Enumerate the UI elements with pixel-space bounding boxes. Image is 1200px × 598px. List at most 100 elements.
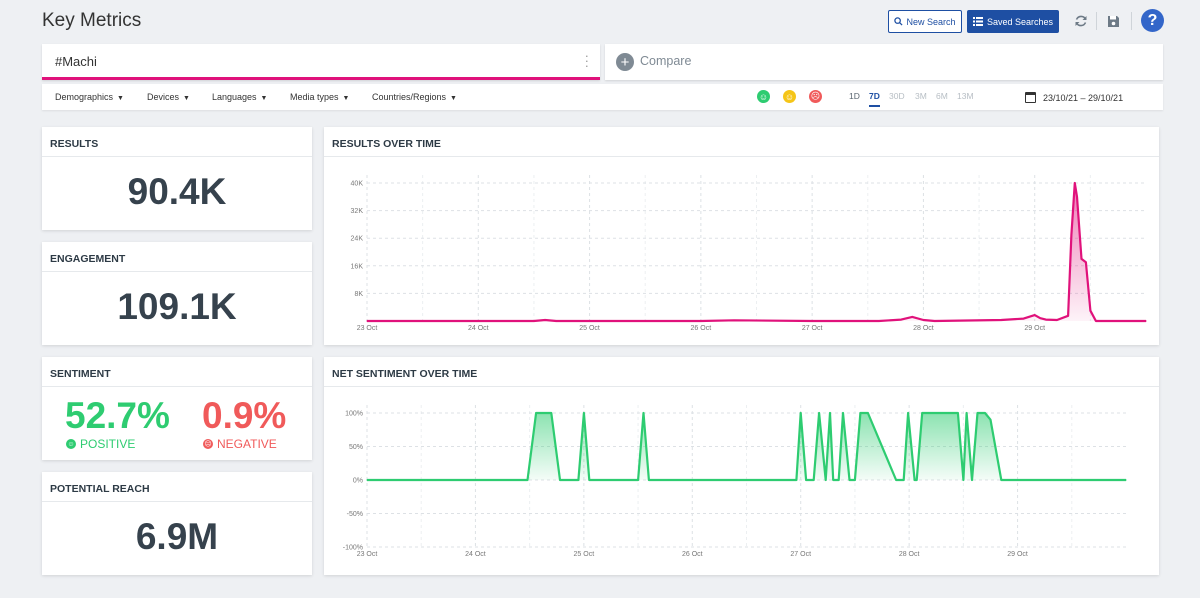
data-point bbox=[957, 412, 959, 414]
positive-sentiment-label: ☺ POSITIVE bbox=[66, 437, 136, 451]
chart-title: RESULTS OVER TIME bbox=[332, 138, 441, 150]
saved-searches-button[interactable]: Saved Searches bbox=[967, 10, 1059, 33]
engagement-value: 109.1K bbox=[117, 286, 237, 327]
refresh-button[interactable] bbox=[1072, 12, 1090, 30]
filter-label: Devices bbox=[147, 92, 180, 102]
data-point bbox=[895, 479, 897, 481]
caret-down-icon: ▼ bbox=[117, 95, 124, 102]
data-point bbox=[1039, 317, 1041, 319]
compare-box[interactable]: + Compare bbox=[605, 44, 1163, 80]
card-title: ENGAGEMENT bbox=[50, 253, 126, 265]
data-point bbox=[825, 479, 827, 481]
filter-countries-regions[interactable]: Countries/Regions ▼ bbox=[372, 92, 457, 102]
reach-value: 6.9M bbox=[135, 516, 219, 557]
positive-face-icon[interactable]: ☺ bbox=[757, 90, 770, 103]
filter-media-types[interactable]: Media types ▼ bbox=[290, 92, 349, 102]
data-point bbox=[1085, 261, 1087, 263]
data-point bbox=[962, 479, 964, 481]
date-range-picker[interactable]: 23/10/21 – 29/10/21 bbox=[1025, 92, 1123, 103]
data-point bbox=[366, 479, 368, 481]
filter-demographics[interactable]: Demographics ▼ bbox=[55, 92, 124, 102]
data-point bbox=[1045, 319, 1047, 321]
data-point bbox=[1000, 479, 1002, 481]
card-title: RESULTS bbox=[50, 138, 99, 150]
net-sentiment-card: NET SENTIMENT OVER TIME 23 Oct 24 Oct 25 O… bbox=[324, 357, 1159, 575]
data-point bbox=[535, 412, 537, 414]
results-card: RESULTS 90.4K bbox=[42, 127, 312, 230]
data-point bbox=[818, 412, 820, 414]
x-tick-label: 24 Oct bbox=[468, 325, 489, 332]
results-over-time-card: RESULTS OVER TIME 23 Oct 24 Oct 25 Oct 26 O… bbox=[324, 127, 1159, 345]
data-point bbox=[1089, 310, 1091, 312]
y-tick-label: 16K bbox=[351, 263, 364, 270]
data-point bbox=[848, 479, 851, 481]
data-point bbox=[911, 316, 913, 318]
range-7d[interactable]: 7D bbox=[869, 91, 880, 107]
data-point bbox=[1067, 315, 1069, 317]
filter-languages[interactable]: Languages ▼ bbox=[212, 92, 267, 102]
data-point bbox=[842, 412, 844, 414]
range-13m[interactable]: 13M bbox=[957, 91, 974, 101]
data-point bbox=[805, 479, 807, 481]
data-point bbox=[913, 479, 916, 481]
data-point bbox=[838, 479, 840, 481]
data-point bbox=[544, 319, 546, 321]
y-tick-label: 40K bbox=[351, 181, 364, 188]
search-icon bbox=[894, 17, 904, 26]
caret-down-icon: ▼ bbox=[342, 95, 350, 102]
x-tick-label: 23 Oct bbox=[357, 551, 378, 558]
negative-face-icon: ☹ bbox=[203, 439, 213, 449]
page-title: Key Metrics bbox=[42, 10, 142, 31]
data-point bbox=[867, 412, 869, 414]
series-line bbox=[367, 181, 1146, 323]
y-tick-label: 24K bbox=[351, 236, 364, 243]
data-point bbox=[854, 479, 856, 481]
y-tick-label: -100% bbox=[343, 545, 363, 552]
x-tick-label: 26 Oct bbox=[691, 325, 712, 332]
data-point bbox=[559, 479, 561, 481]
neutral-face-icon[interactable]: ☺ bbox=[783, 90, 796, 103]
caret-down-icon: ▼ bbox=[183, 95, 190, 102]
refresh-icon bbox=[1075, 15, 1087, 27]
results-value: 90.4K bbox=[127, 171, 227, 212]
toolbar-divider bbox=[1096, 12, 1097, 30]
data-point bbox=[1112, 320, 1114, 322]
kebab-menu-icon[interactable]: · · · bbox=[584, 48, 589, 73]
x-tick-label: 25 Oct bbox=[579, 325, 600, 332]
filter-bar: Demographics ▼ Devices ▼ Languages ▼ Media … bbox=[42, 84, 1163, 110]
data-point bbox=[984, 412, 986, 414]
data-point bbox=[903, 479, 905, 481]
filter-label: Countries/Regions bbox=[372, 92, 447, 102]
x-tick-label: 24 Oct bbox=[465, 551, 486, 558]
new-search-button[interactable]: New Search bbox=[888, 10, 962, 33]
filter-devices[interactable]: Devices ▼ bbox=[147, 92, 190, 102]
data-point bbox=[366, 320, 368, 322]
filter-label: Media types bbox=[290, 92, 339, 102]
add-compare-icon[interactable]: + bbox=[616, 53, 634, 71]
engagement-card: ENGAGEMENT 109.1K bbox=[42, 242, 312, 345]
series-line bbox=[367, 411, 1126, 482]
data-point bbox=[583, 412, 585, 414]
negative-face-icon[interactable]: ☹ bbox=[809, 90, 822, 103]
search-query-box[interactable]: #Machi · · · bbox=[42, 44, 600, 80]
data-point bbox=[1095, 320, 1097, 322]
data-point bbox=[900, 319, 902, 321]
range-1d[interactable]: 1D bbox=[849, 91, 860, 101]
range-6m[interactable]: 6M bbox=[936, 91, 948, 101]
y-tick-label: 32K bbox=[351, 208, 364, 215]
series-area bbox=[367, 183, 1146, 321]
data-point bbox=[811, 320, 813, 322]
filter-label: Demographics bbox=[55, 92, 114, 102]
x-tick-label: 27 Oct bbox=[790, 551, 811, 558]
range-30d[interactable]: 30D bbox=[889, 91, 905, 101]
chart-title: NET SENTIMENT OVER TIME bbox=[332, 368, 478, 380]
positive-face-icon: ☺ bbox=[66, 439, 76, 449]
data-point bbox=[976, 412, 979, 414]
y-tick-label: -50% bbox=[347, 511, 363, 518]
range-3m[interactable]: 3M bbox=[915, 91, 927, 101]
calendar-icon bbox=[1025, 92, 1036, 103]
data-point bbox=[1056, 319, 1058, 321]
save-button[interactable] bbox=[1104, 12, 1122, 30]
help-button[interactable]: ? bbox=[1141, 9, 1164, 32]
x-tick-label: 27 Oct bbox=[802, 325, 823, 332]
